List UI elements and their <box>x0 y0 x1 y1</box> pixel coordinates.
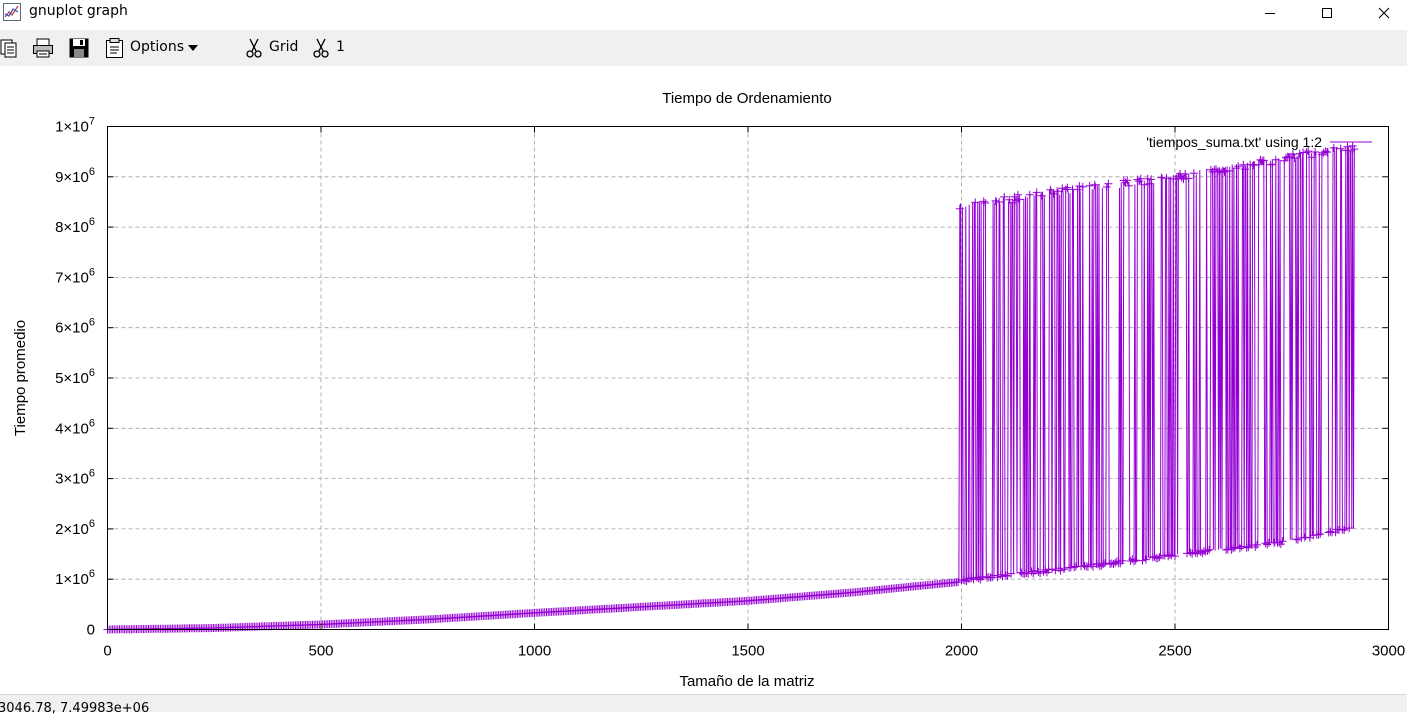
y-axis-label: Tiempo promedio <box>12 320 29 436</box>
x-tick-label: 1500 <box>731 643 764 660</box>
close-icon <box>1378 7 1390 19</box>
series-path <box>107 144 1355 630</box>
chevron-down-icon[interactable] <box>188 45 198 51</box>
chart-title: Tiempo de Ordenamiento <box>662 90 832 107</box>
x-tick-label: 2500 <box>1158 643 1191 660</box>
plot-canvas[interactable]: 0 500 1000 1500 2000 2500 3000 0 1×106 2×106 3×106… <box>0 66 1407 694</box>
x-tick-label: 2000 <box>945 643 978 660</box>
x-tick-label: 0 <box>103 643 111 660</box>
y-tick-label: 0 <box>87 622 95 639</box>
legend-label: 'tiempos_suma.txt' using 1:2 <box>1146 134 1322 150</box>
axis-ticks: 0 500 1000 1500 2000 2500 3000 0 1×106 2×106 3×106… <box>55 116 1405 660</box>
scissors-icon[interactable] <box>310 37 332 59</box>
x-tick-label: 500 <box>308 643 333 660</box>
y-tick-label: 6×106 <box>55 317 95 337</box>
toolbar: Options Grid 1 <box>0 30 1407 66</box>
x-axis-label: Tamaño de la matriz <box>679 673 814 690</box>
close-button[interactable] <box>1361 0 1407 26</box>
grid-toggle-label[interactable]: Grid <box>269 39 299 55</box>
gnuplot-graph-icon <box>3 3 21 21</box>
print-icon[interactable] <box>32 37 54 59</box>
minimize-button[interactable] <box>1247 0 1293 26</box>
window-title: gnuplot graph <box>29 3 128 19</box>
y-tick-label: 4×106 <box>55 417 95 437</box>
x-tick-label: 1000 <box>518 643 551 660</box>
y-tick-label: 1×107 <box>55 116 95 136</box>
minimize-icon <box>1265 13 1275 14</box>
plot-1-toggle-label[interactable]: 1 <box>336 39 345 55</box>
maximize-button[interactable] <box>1304 0 1350 26</box>
series-line <box>103 141 1359 634</box>
y-tick-label: 2×106 <box>55 518 95 538</box>
y-tick-label: 5×106 <box>55 367 95 387</box>
options-icon[interactable] <box>104 37 126 59</box>
copy-clipboard-icon[interactable] <box>0 37 19 59</box>
y-tick-label: 1×106 <box>55 568 95 588</box>
save-icon[interactable] <box>68 37 90 59</box>
title-bar: gnuplot graph <box>0 0 1407 26</box>
y-tick-label: 8×106 <box>55 216 95 236</box>
plot-area[interactable]: 0 500 1000 1500 2000 2500 3000 0 1×106 2×106 3×106… <box>0 66 1407 694</box>
options-menu-label[interactable]: Options <box>130 39 185 55</box>
maximize-icon <box>1322 8 1332 18</box>
x-tick-label: 3000 <box>1372 643 1405 660</box>
coordinate-readout: 3046.78, 7.49983e+06 <box>0 701 150 716</box>
y-tick-label: 9×106 <box>55 166 95 186</box>
y-tick-label: 3×106 <box>55 468 95 488</box>
y-tick-label: 7×106 <box>55 266 95 286</box>
scissors-icon[interactable] <box>243 37 265 59</box>
status-bar: 3046.78, 7.49983e+06 <box>0 694 1407 716</box>
